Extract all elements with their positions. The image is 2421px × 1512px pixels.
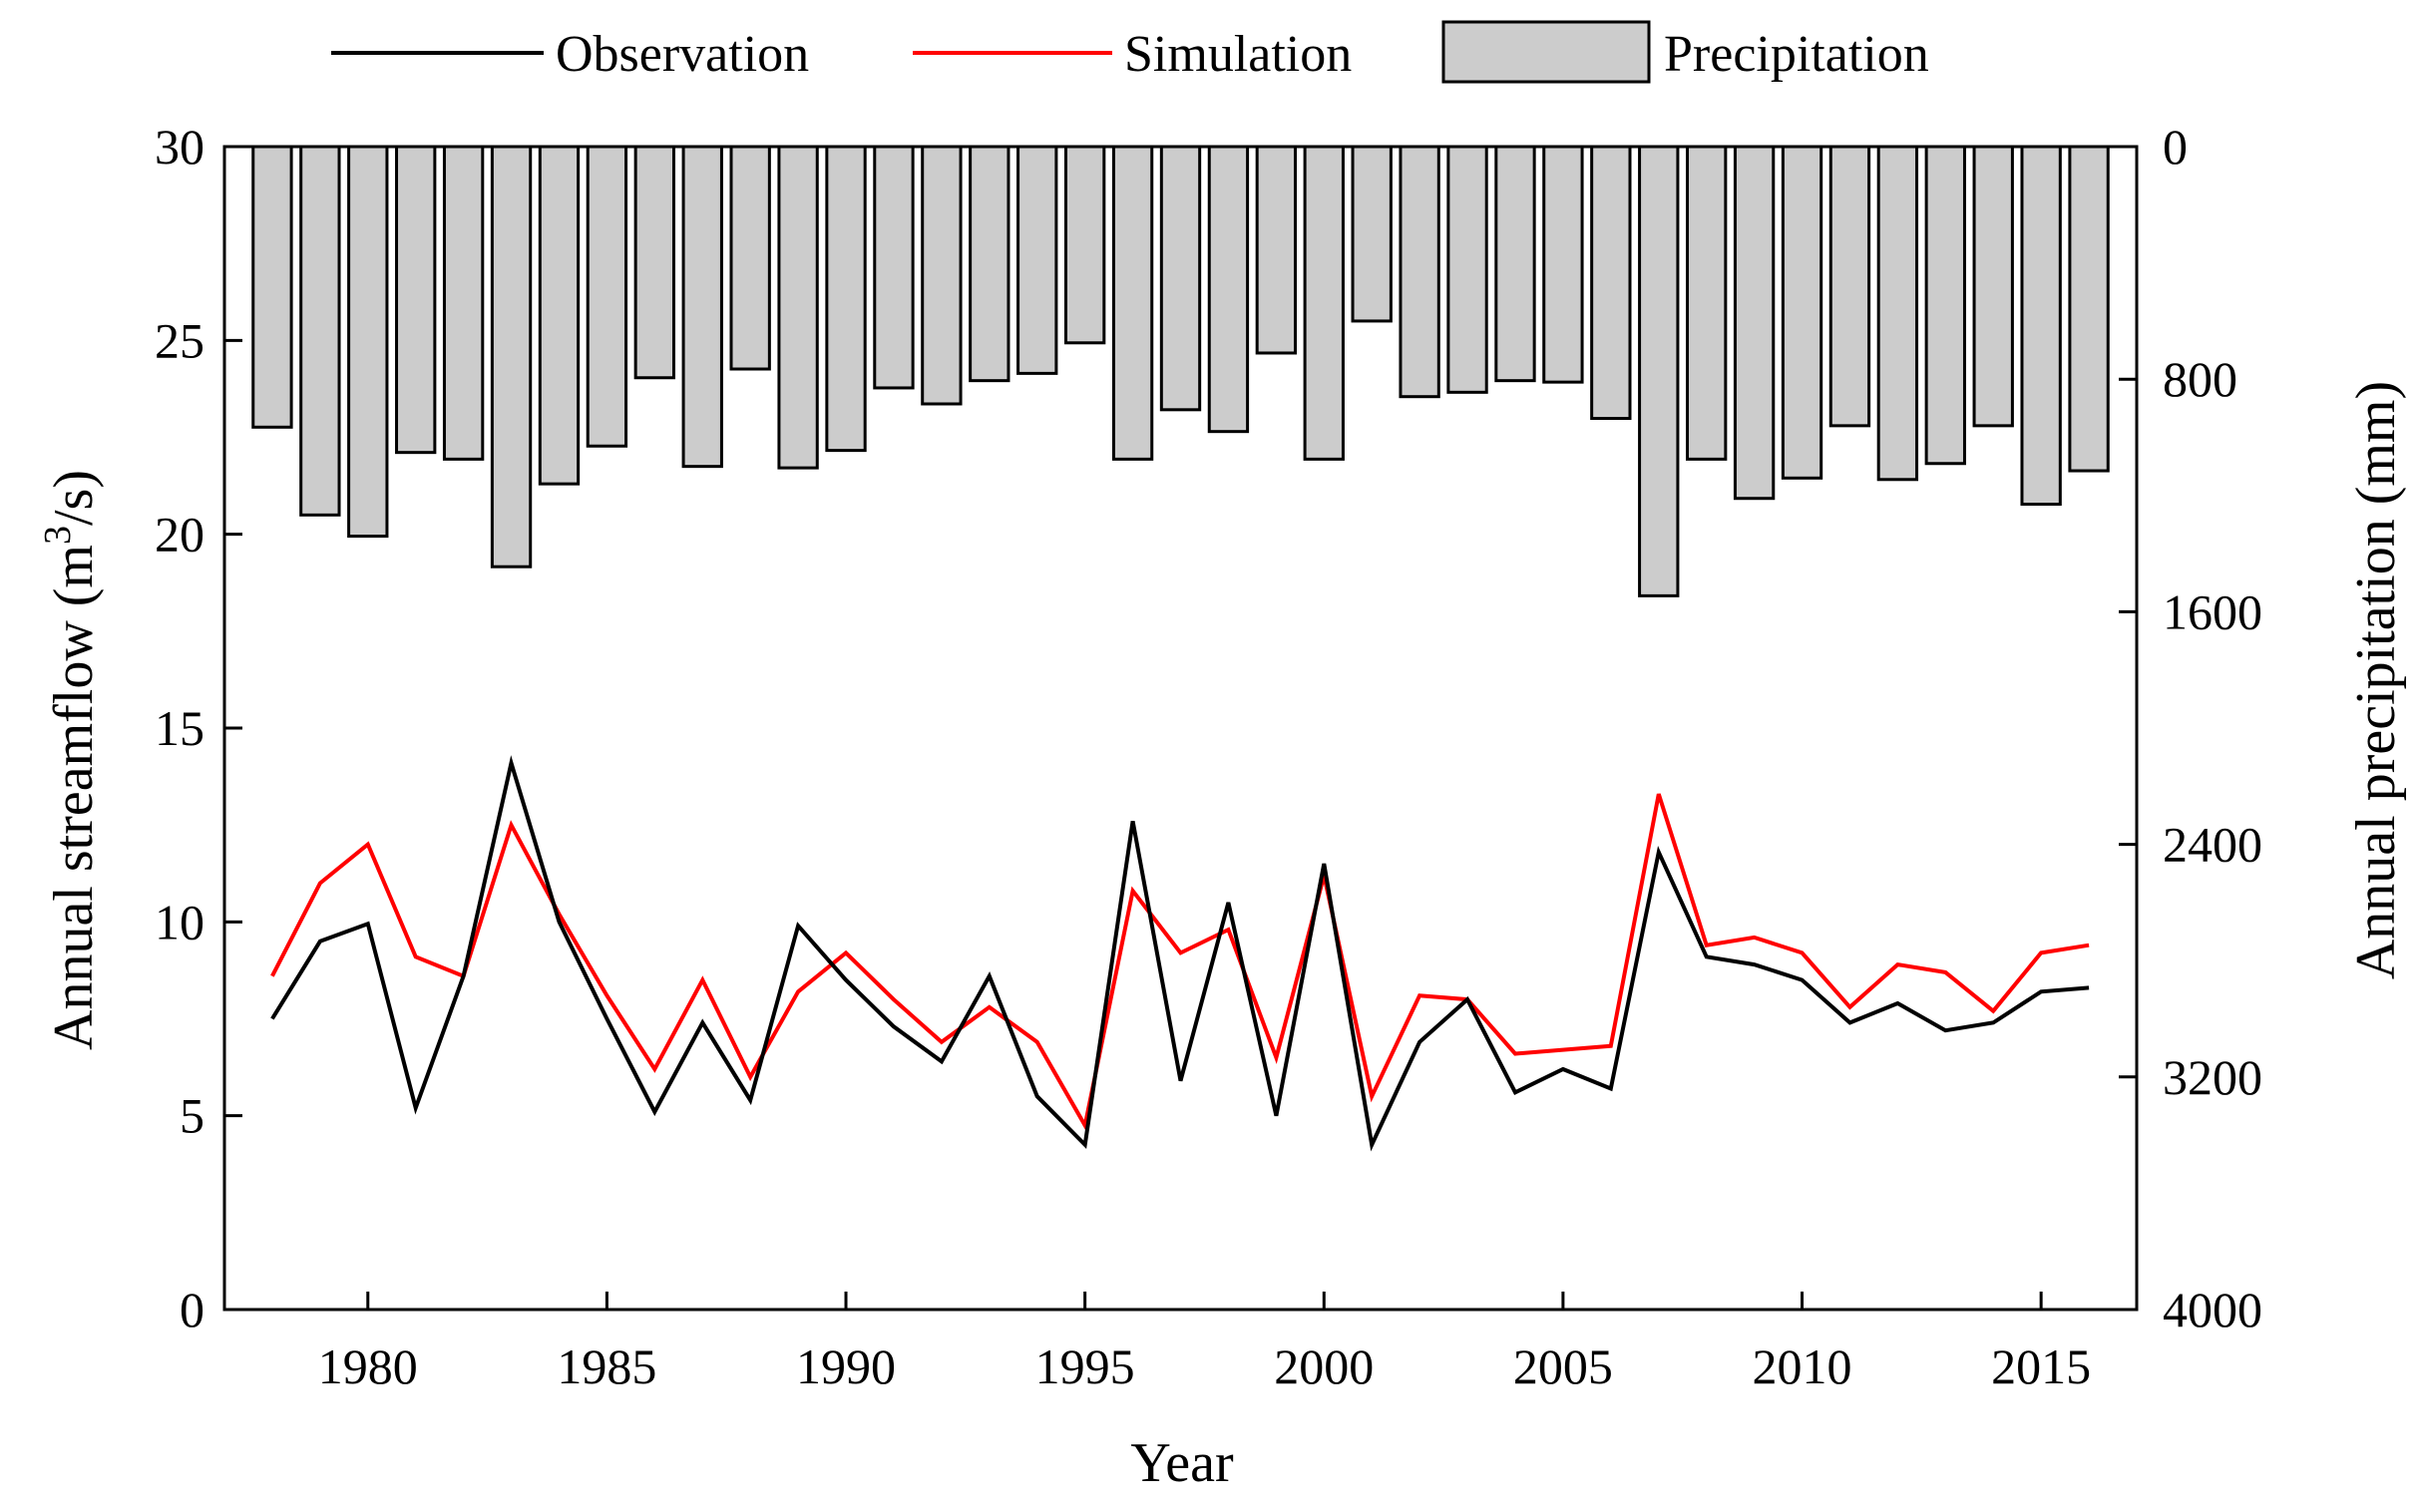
precipitation-bars bbox=[251, 145, 2110, 597]
x-tick-label-1985: 1985 bbox=[557, 1338, 656, 1394]
precipitation-bar-2013 bbox=[1924, 145, 1966, 466]
precipitation-bar-1997 bbox=[1159, 145, 1202, 412]
legend-precipitation-swatch bbox=[1441, 20, 1651, 84]
precipitation-bar-2001 bbox=[1351, 145, 1393, 323]
axis-ticks: 1980 1985 1990 1995 2000 2005 2010 2015 0 5 10 15 20… bbox=[155, 119, 2262, 1394]
x-tick-label-2015: 2015 bbox=[1991, 1338, 2091, 1394]
precipitation-bar-1980 bbox=[347, 145, 389, 539]
simulation-line bbox=[270, 793, 2090, 1131]
y-left-tick-label-25: 25 bbox=[155, 312, 204, 368]
precipitation-bar-1985 bbox=[586, 145, 628, 448]
precipitation-bar-1992 bbox=[921, 145, 963, 406]
precipitation-bar-1995 bbox=[1063, 145, 1106, 345]
precipitation-bar-2011 bbox=[1828, 145, 1871, 428]
x-tick-label-2005: 2005 bbox=[1513, 1338, 1613, 1394]
precipitation-bar-1988 bbox=[729, 145, 771, 371]
y-left-tick-label-0: 0 bbox=[180, 1282, 204, 1337]
precipitation-bar-2002 bbox=[1399, 145, 1440, 399]
y-left-tick-label-20: 20 bbox=[155, 507, 204, 563]
y-axis-right-title: Annual precipitation (mm) bbox=[2345, 381, 2407, 979]
x-tick-label-1995: 1995 bbox=[1035, 1338, 1135, 1394]
precipitation-bar-2007 bbox=[1638, 145, 1680, 597]
streamflow-lines bbox=[270, 755, 2090, 1152]
y-right-tick-label-800: 800 bbox=[2163, 351, 2237, 407]
precipitation-bar-2010 bbox=[1781, 145, 1823, 480]
precipitation-bar-1991 bbox=[873, 145, 915, 390]
precipitation-bar-2004 bbox=[1494, 145, 1536, 383]
y-left-tick-label-10: 10 bbox=[155, 894, 204, 949]
precipitation-bar-1978 bbox=[251, 145, 293, 429]
precipitation-bar-2000 bbox=[1303, 145, 1345, 461]
precipitation-bar-1979 bbox=[299, 145, 341, 517]
precipitation-bar-2005 bbox=[1542, 145, 1584, 384]
x-tick-label-1990: 1990 bbox=[796, 1338, 896, 1394]
precipitation-bar-2003 bbox=[1446, 145, 1488, 394]
x-tick-label-2000: 2000 bbox=[1274, 1338, 1374, 1394]
x-tick-label-1980: 1980 bbox=[318, 1338, 418, 1394]
precipitation-bar-1993 bbox=[969, 145, 1010, 383]
precipitation-bar-1981 bbox=[395, 145, 437, 455]
y-left-tick-label-5: 5 bbox=[180, 1088, 204, 1144]
observation-line bbox=[270, 755, 2090, 1152]
precipitation-bar-2016 bbox=[2068, 145, 2110, 473]
y-left-tick-label-30: 30 bbox=[155, 119, 204, 175]
precipitation-bar-1983 bbox=[490, 145, 533, 568]
precipitation-bar-2009 bbox=[1733, 145, 1776, 501]
precipitation-bar-1994 bbox=[1016, 145, 1058, 375]
precipitation-bar-1987 bbox=[681, 145, 723, 469]
legend-precipitation-label: Precipitation bbox=[1664, 26, 1929, 83]
precipitation-bar-1986 bbox=[633, 145, 675, 380]
y-axis-left-title: Annual streamflow (m3/s) bbox=[37, 470, 105, 1050]
precipitation-bar-1984 bbox=[538, 145, 581, 486]
legend-simulation-label: Simulation bbox=[1124, 26, 1352, 83]
precipitation-bar-2015 bbox=[2020, 145, 2062, 507]
y-right-tick-label-1600: 1600 bbox=[2163, 583, 2262, 639]
precipitation-bar-2012 bbox=[1876, 145, 1919, 482]
x-tick-label-2010: 2010 bbox=[1753, 1338, 1852, 1394]
y-right-tick-label-2400: 2400 bbox=[2163, 817, 2262, 873]
precipitation-bar-2008 bbox=[1686, 145, 1728, 461]
precipitation-bar-1996 bbox=[1111, 145, 1154, 461]
x-axis-title: Year bbox=[1130, 1432, 1234, 1494]
legend: Observation Simulation Precipitation bbox=[331, 20, 1929, 84]
y-right-tick-label-0: 0 bbox=[2163, 119, 2188, 175]
legend-observation-label: Observation bbox=[556, 26, 809, 83]
y-right-tick-label-3200: 3200 bbox=[2163, 1049, 2262, 1105]
precipitation-bar-1998 bbox=[1207, 145, 1250, 434]
y-right-tick-label-4000: 4000 bbox=[2163, 1282, 2262, 1337]
precipitation-bar-1989 bbox=[777, 145, 819, 470]
y-left-tick-label-15: 15 bbox=[155, 700, 204, 756]
precipitation-bar-2014 bbox=[1972, 145, 2014, 428]
precipitation-bar-2006 bbox=[1590, 145, 1632, 421]
precipitation-bar-1982 bbox=[442, 145, 485, 461]
precipitation-bar-1990 bbox=[825, 145, 867, 453]
precipitation-bar-1999 bbox=[1255, 145, 1298, 355]
